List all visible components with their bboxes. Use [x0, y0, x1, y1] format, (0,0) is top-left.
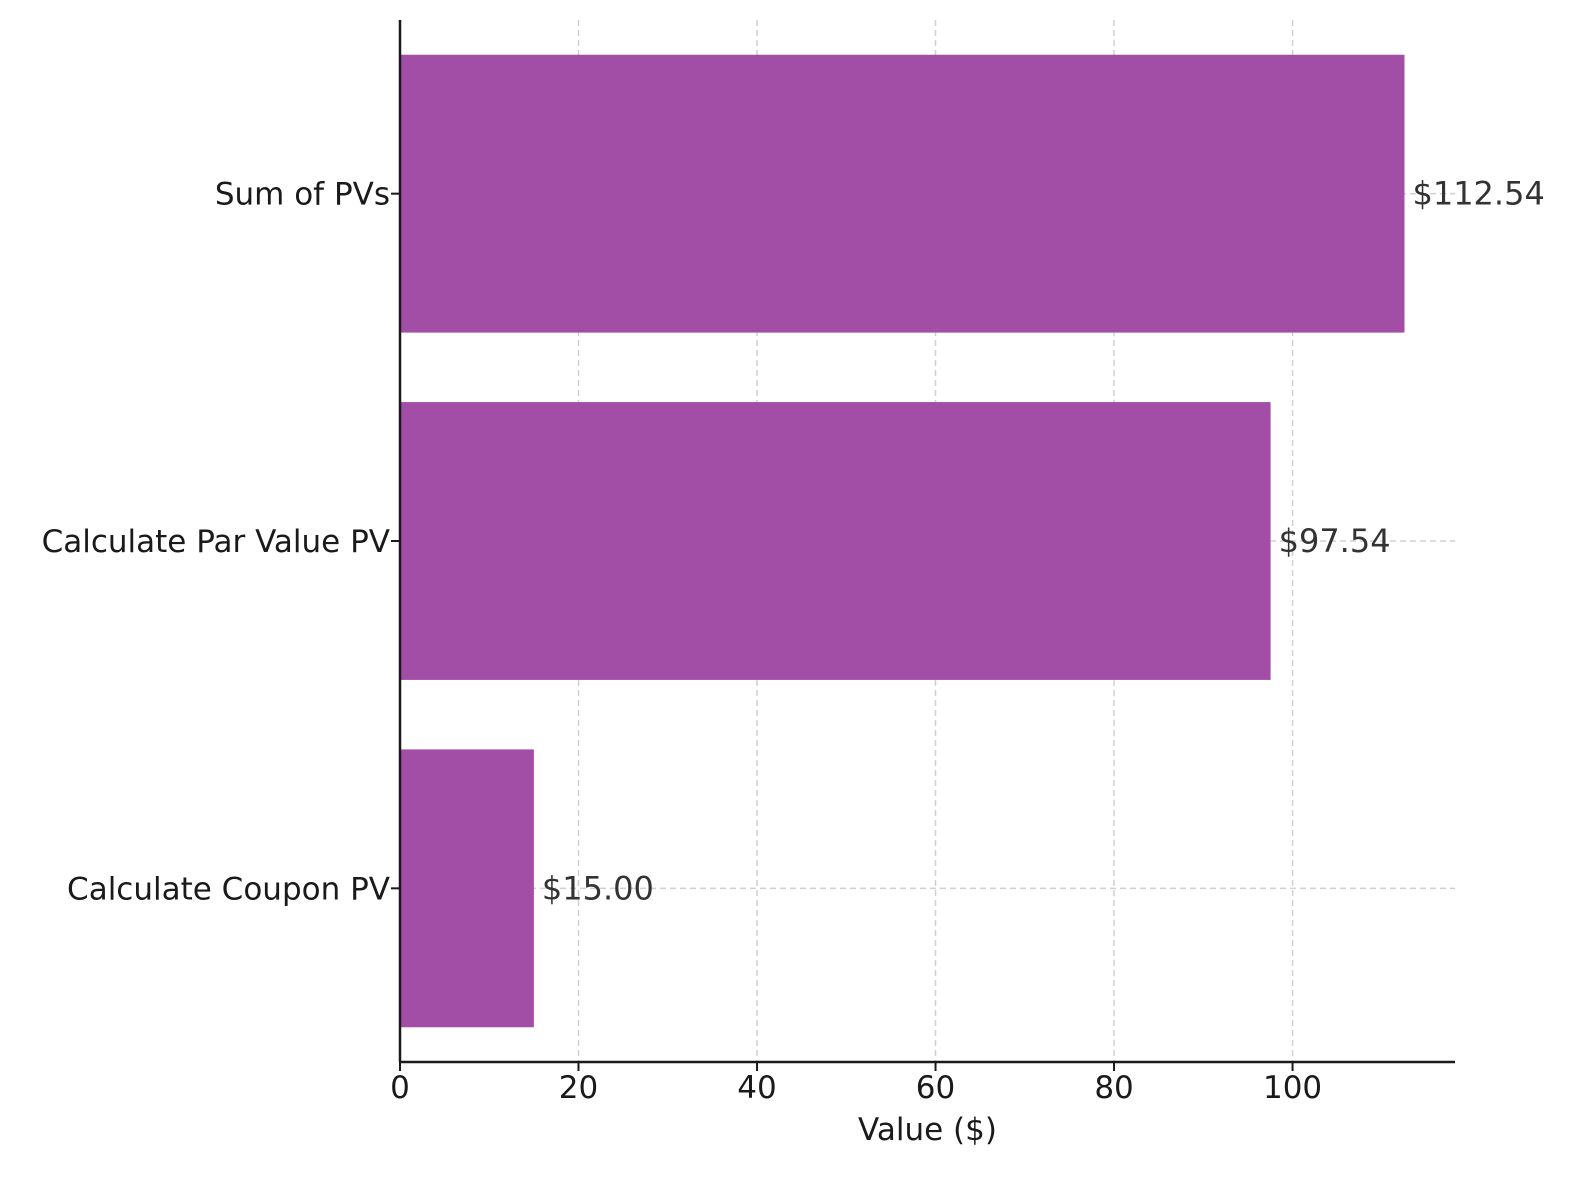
- y-axis-ticks: Calculate Coupon PV Calculate Par Value P…: [42, 177, 400, 907]
- data-labels: $15.00 $97.54 $112.54: [542, 175, 1545, 908]
- x-tick-label: 20: [559, 1070, 598, 1106]
- x-tick-label: 80: [1094, 1070, 1133, 1106]
- y-tick-label: Calculate Par Value PV: [42, 524, 390, 560]
- x-tick-label: 60: [916, 1070, 955, 1106]
- x-axis-ticks: 0 20 40 60 80 100: [390, 1062, 1322, 1106]
- y-tick-label: Sum of PVs: [215, 177, 390, 213]
- bar: [400, 402, 1271, 680]
- y-tick-label: Calculate Coupon PV: [67, 871, 390, 907]
- data-label: $97.54: [1279, 522, 1391, 560]
- x-tick-label: 0: [390, 1070, 410, 1106]
- bar: [400, 54, 1405, 333]
- bar: [400, 749, 534, 1028]
- data-label: $15.00: [542, 869, 654, 907]
- x-tick-label: 100: [1263, 1070, 1322, 1106]
- bars: [400, 54, 1405, 1028]
- x-tick-label: 40: [737, 1070, 776, 1106]
- x-axis-title: Value ($): [858, 1112, 997, 1148]
- data-label: $112.54: [1412, 175, 1544, 213]
